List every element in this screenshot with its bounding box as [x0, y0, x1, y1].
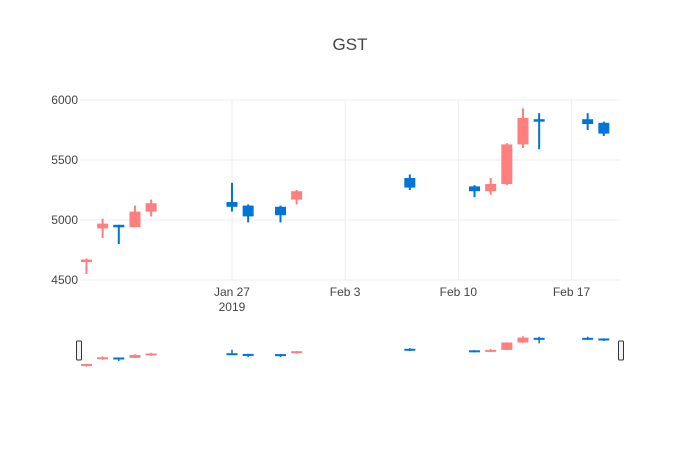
candle-body — [97, 223, 109, 229]
slider-candle — [517, 335, 529, 344]
slider-candle-body — [598, 338, 610, 341]
slider-candle-body — [97, 357, 109, 360]
slider-candle — [533, 336, 545, 344]
slider-candle-body — [274, 354, 286, 357]
candle[interactable] — [145, 199, 157, 217]
slider-candle — [113, 357, 125, 362]
candle[interactable] — [291, 190, 303, 205]
candle[interactable] — [485, 178, 497, 195]
x-tick-label: Jan 27 — [214, 285, 250, 299]
slider-candle — [582, 336, 594, 340]
candle[interactable] — [129, 205, 141, 228]
slider-candle-body — [129, 355, 141, 358]
slider-candle — [226, 349, 238, 356]
slider-candle-body — [145, 353, 157, 356]
slider-candle — [501, 342, 513, 351]
candle-body — [598, 122, 610, 134]
slider-candle-body — [113, 357, 125, 360]
candle-body — [226, 202, 238, 207]
range-slider[interactable] — [76, 332, 624, 370]
candle[interactable] — [598, 121, 610, 136]
candle[interactable] — [97, 218, 109, 238]
slider-candle-body — [242, 353, 254, 356]
candle-body — [145, 203, 157, 212]
candle-body — [129, 211, 141, 228]
candle[interactable] — [80, 258, 92, 274]
slider-candle-body — [226, 353, 238, 356]
candle[interactable] — [468, 185, 480, 198]
slider-candle — [468, 350, 480, 353]
slider-candle-body — [533, 337, 545, 340]
candle-body — [582, 119, 594, 124]
slider-candle — [129, 353, 141, 358]
x-tick-label: Feb 10 — [440, 285, 478, 299]
slider-candle — [97, 356, 109, 360]
candle[interactable] — [501, 143, 513, 186]
range-slider-left-handle[interactable] — [76, 340, 82, 361]
slider-candle — [291, 351, 303, 354]
candle-body — [468, 186, 480, 192]
y-axis: 4500 5000 5500 6000 — [51, 93, 78, 287]
candle-body — [501, 144, 513, 184]
slider-candle-body — [485, 349, 497, 352]
x-tick-label: Feb 3 — [330, 285, 361, 299]
slider-candle-body — [291, 351, 303, 354]
candle[interactable] — [242, 204, 254, 223]
candle-body — [517, 118, 529, 145]
x-tick-label: Feb 17 — [553, 285, 591, 299]
candle[interactable] — [404, 174, 416, 190]
slider-candle-body — [404, 348, 416, 351]
candle-body — [404, 178, 416, 188]
candle-body — [291, 191, 303, 200]
slider-candle — [274, 353, 286, 358]
candle[interactable] — [517, 108, 529, 148]
slider-candle — [598, 338, 610, 341]
candle[interactable] — [274, 205, 286, 223]
chart-title: GST — [333, 35, 368, 54]
y-tick-label: 5000 — [51, 213, 78, 227]
candle[interactable] — [582, 113, 594, 130]
slider-candle-body — [80, 363, 92, 366]
candle[interactable] — [226, 182, 238, 212]
slider-candle-body — [501, 342, 513, 350]
slider-candle — [242, 353, 254, 358]
candle-body — [274, 206, 286, 216]
candle-body — [242, 205, 254, 217]
y-tick-label: 4500 — [51, 273, 78, 287]
candle[interactable] — [113, 224, 125, 244]
main-candles[interactable] — [80, 108, 610, 274]
slider-candle — [485, 348, 497, 352]
y-tick-label: 6000 — [51, 93, 78, 107]
slider-candle-body — [582, 337, 594, 340]
range-slider-right-handle[interactable] — [618, 340, 624, 361]
slider-candle — [404, 348, 416, 351]
candle-body — [80, 259, 92, 263]
candle-body — [113, 224, 125, 228]
candle-body — [533, 119, 545, 122]
candle-body — [485, 184, 497, 192]
x-tick-sublabel: 2019 — [219, 300, 246, 314]
slider-candle-body — [517, 337, 529, 343]
slider-candle-body — [468, 350, 480, 353]
slider-candle — [145, 352, 157, 356]
y-tick-label: 5500 — [51, 153, 78, 167]
slider-candle — [80, 363, 92, 367]
candle[interactable] — [533, 113, 545, 150]
